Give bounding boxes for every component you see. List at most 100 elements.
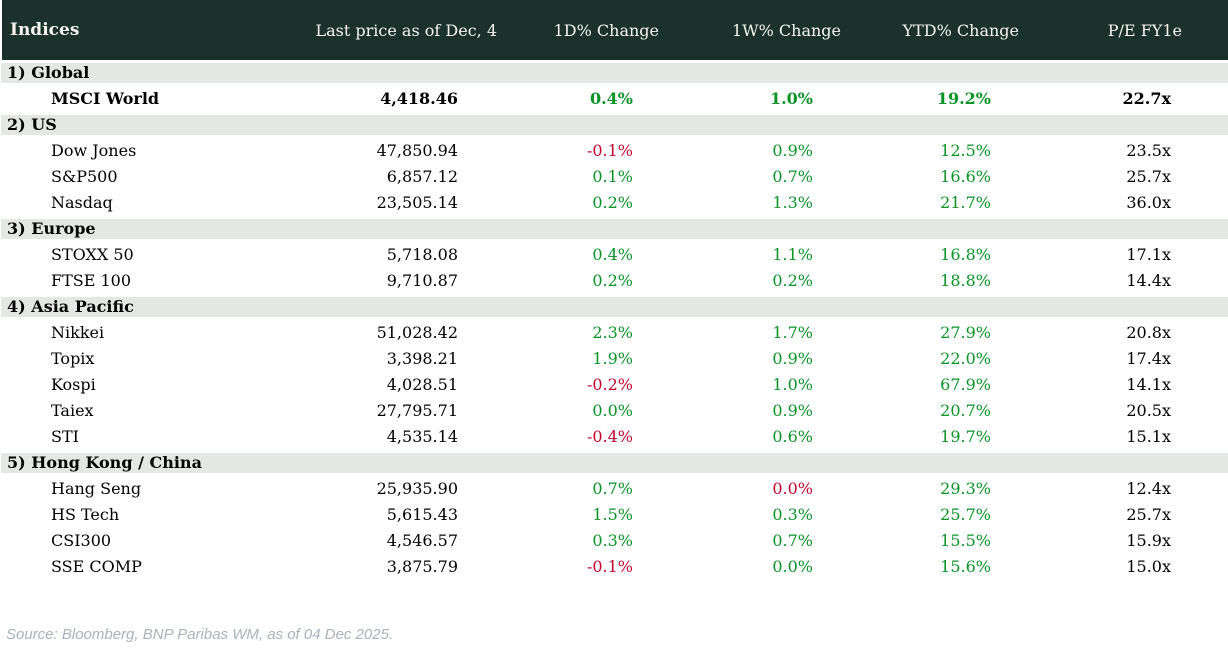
last-price: 5,615.43 bbox=[281, 502, 503, 528]
change-1d: 0.3% bbox=[503, 528, 681, 554]
change-ytd: 12.5% bbox=[861, 136, 1039, 164]
section-row: 5) Hong Kong / China bbox=[1, 450, 1228, 476]
change-ytd: 19.2% bbox=[861, 84, 1039, 114]
change-1d: -0.1% bbox=[503, 136, 681, 164]
pe-fy1e: 14.4x bbox=[1039, 268, 1228, 296]
change-1d: 1.5% bbox=[503, 502, 681, 528]
index-row: Topix 3,398.21 1.9% 0.9% 22.0% 17.4x bbox=[1, 346, 1228, 372]
index-row: Nikkei 51,028.42 2.3% 1.7% 27.9% 20.8x bbox=[1, 318, 1228, 346]
last-price: 6,857.12 bbox=[281, 164, 503, 190]
index-row: STOXX 50 5,718.08 0.4% 1.1% 16.8% 17.1x bbox=[1, 240, 1228, 268]
column-header-ytd-change: YTD% Change bbox=[861, 0, 1039, 63]
change-1d: -0.1% bbox=[503, 554, 681, 580]
change-1d: 0.7% bbox=[503, 474, 681, 502]
section-row: 1) Global bbox=[1, 60, 1228, 86]
pe-fy1e: 12.4x bbox=[1039, 474, 1228, 502]
index-row: S&P500 6,857.12 0.1% 0.7% 16.6% 25.7x bbox=[1, 164, 1228, 190]
table-header-row: Indices Last price as of Dec, 4 1D% Chan… bbox=[0, 0, 1228, 63]
last-price: 4,535.14 bbox=[281, 424, 503, 452]
change-1d: 2.3% bbox=[503, 318, 681, 346]
pe-fy1e: 22.7x bbox=[1039, 84, 1228, 114]
last-price: 9,710.87 bbox=[281, 268, 503, 296]
section-label: 4) Asia Pacific bbox=[1, 294, 1228, 320]
column-header-1w-change: 1W% Change bbox=[681, 0, 861, 63]
index-row: Dow Jones 47,850.94 -0.1% 0.9% 12.5% 23.5x bbox=[1, 136, 1228, 164]
pe-fy1e: 20.8x bbox=[1039, 318, 1228, 346]
last-price: 51,028.42 bbox=[281, 318, 503, 346]
change-1w: 0.9% bbox=[681, 136, 861, 164]
change-ytd: 27.9% bbox=[861, 318, 1039, 346]
change-1w: 0.7% bbox=[681, 528, 861, 554]
pe-fy1e: 17.1x bbox=[1039, 240, 1228, 268]
change-1d: 0.1% bbox=[503, 164, 681, 190]
index-name: SSE COMP bbox=[1, 554, 281, 580]
index-name: Dow Jones bbox=[1, 136, 281, 164]
change-1w: 0.7% bbox=[681, 164, 861, 190]
column-header-last-price: Last price as of Dec, 4 bbox=[281, 0, 503, 63]
last-price: 27,795.71 bbox=[281, 398, 503, 424]
last-price: 47,850.94 bbox=[281, 136, 503, 164]
change-ytd: 21.7% bbox=[861, 190, 1039, 218]
change-ytd: 18.8% bbox=[861, 268, 1039, 296]
change-1w: 1.7% bbox=[681, 318, 861, 346]
change-1w: 1.0% bbox=[681, 372, 861, 398]
source-note: Source: Bloomberg, BNP Paribas WM, as of… bbox=[6, 626, 394, 643]
change-1w: 0.9% bbox=[681, 398, 861, 424]
index-name: Topix bbox=[1, 346, 281, 372]
pe-fy1e: 25.7x bbox=[1039, 164, 1228, 190]
change-1d: 0.4% bbox=[503, 240, 681, 268]
change-1w: 0.9% bbox=[681, 346, 861, 372]
change-1d: -0.4% bbox=[503, 424, 681, 452]
change-ytd: 22.0% bbox=[861, 346, 1039, 372]
index-name: Nasdaq bbox=[1, 190, 281, 218]
index-name: FTSE 100 bbox=[1, 268, 281, 296]
index-name: HS Tech bbox=[1, 502, 281, 528]
column-header-1d-change: 1D% Change bbox=[503, 0, 681, 63]
indices-table: Indices Last price as of Dec, 4 1D% Chan… bbox=[0, 0, 1228, 580]
change-1d: -0.2% bbox=[503, 372, 681, 398]
section-row: 4) Asia Pacific bbox=[1, 294, 1228, 320]
section-label: 2) US bbox=[1, 112, 1228, 138]
change-1w: 0.3% bbox=[681, 502, 861, 528]
change-ytd: 16.6% bbox=[861, 164, 1039, 190]
index-name: Taiex bbox=[1, 398, 281, 424]
section-row: 2) US bbox=[1, 112, 1228, 138]
change-ytd: 16.8% bbox=[861, 240, 1039, 268]
table-title: Indices bbox=[0, 0, 281, 63]
pe-fy1e: 15.9x bbox=[1039, 528, 1228, 554]
change-ytd: 15.6% bbox=[861, 554, 1039, 580]
last-price: 25,935.90 bbox=[281, 474, 503, 502]
index-row: MSCI World 4,418.46 0.4% 1.0% 19.2% 22.7x bbox=[1, 84, 1228, 114]
pe-fy1e: 25.7x bbox=[1039, 502, 1228, 528]
index-row: Taiex 27,795.71 0.0% 0.9% 20.7% 20.5x bbox=[1, 398, 1228, 424]
last-price: 5,718.08 bbox=[281, 240, 503, 268]
change-ytd: 15.5% bbox=[861, 528, 1039, 554]
change-1w: 0.6% bbox=[681, 424, 861, 452]
column-header-pe-fy1e: P/E FY1e bbox=[1039, 0, 1228, 63]
change-1d: 0.2% bbox=[503, 268, 681, 296]
index-name: Kospi bbox=[1, 372, 281, 398]
change-1d: 1.9% bbox=[503, 346, 681, 372]
section-row: 3) Europe bbox=[1, 216, 1228, 242]
index-name: Hang Seng bbox=[1, 474, 281, 502]
table-header: Indices Last price as of Dec, 4 1D% Chan… bbox=[0, 0, 1228, 63]
index-name: STOXX 50 bbox=[1, 240, 281, 268]
last-price: 4,546.57 bbox=[281, 528, 503, 554]
section-label: 3) Europe bbox=[1, 216, 1228, 242]
change-1d: 0.2% bbox=[503, 190, 681, 218]
change-1d: 0.4% bbox=[503, 84, 681, 114]
index-row: FTSE 100 9,710.87 0.2% 0.2% 18.8% 14.4x bbox=[1, 268, 1228, 296]
index-name: STI bbox=[1, 424, 281, 452]
change-ytd: 20.7% bbox=[861, 398, 1039, 424]
last-price: 3,875.79 bbox=[281, 554, 503, 580]
pe-fy1e: 20.5x bbox=[1039, 398, 1228, 424]
change-ytd: 19.7% bbox=[861, 424, 1039, 452]
last-price: 3,398.21 bbox=[281, 346, 503, 372]
pe-fy1e: 15.1x bbox=[1039, 424, 1228, 452]
change-1d: 0.0% bbox=[503, 398, 681, 424]
index-row: STI 4,535.14 -0.4% 0.6% 19.7% 15.1x bbox=[1, 424, 1228, 452]
change-ytd: 29.3% bbox=[861, 474, 1039, 502]
pe-fy1e: 15.0x bbox=[1039, 554, 1228, 580]
index-row: CSI300 4,546.57 0.3% 0.7% 15.5% 15.9x bbox=[1, 528, 1228, 554]
last-price: 4,028.51 bbox=[281, 372, 503, 398]
